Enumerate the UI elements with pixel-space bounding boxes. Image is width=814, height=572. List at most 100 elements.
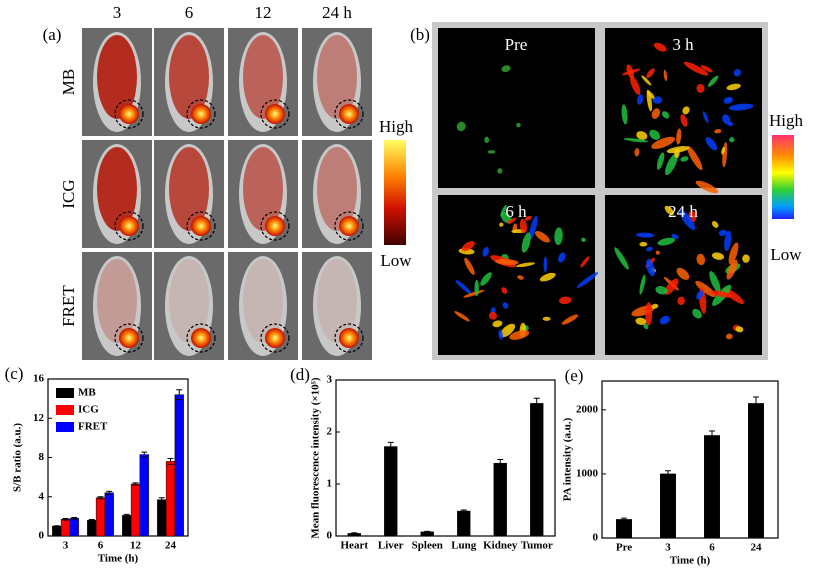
pa-image [438, 195, 595, 355]
column-label: 24 h [322, 3, 352, 22]
tumor-outline [260, 99, 290, 129]
pa-signal [539, 272, 556, 282]
pa-signal [718, 229, 728, 237]
bar [60, 519, 71, 537]
pa-signal [636, 94, 644, 105]
bar [457, 510, 471, 537]
x-tick-label: 3 [63, 540, 69, 552]
pa-signal [729, 137, 735, 143]
pa-signal [696, 83, 705, 93]
signal [243, 35, 283, 119]
pa-signal [559, 296, 572, 305]
pa-signal [657, 237, 676, 246]
legend-label: FRET [78, 421, 108, 433]
pa-signal [663, 69, 668, 82]
pa-signal [623, 138, 648, 143]
tumor [119, 104, 139, 124]
tumor-outline [186, 211, 216, 241]
scale-high: High [769, 111, 804, 130]
pa-signal [733, 68, 741, 77]
error-bar [106, 490, 113, 495]
row-label: MB [59, 69, 78, 95]
legend-swatch [56, 422, 74, 432]
pa-signal [639, 274, 646, 295]
bar [52, 525, 62, 537]
bar [165, 461, 176, 537]
x-tick-label: 6 [709, 542, 715, 554]
pa-signal [683, 61, 709, 76]
signal [317, 35, 357, 119]
error-bar [88, 519, 95, 522]
signal [97, 35, 137, 119]
error-bar [176, 389, 183, 401]
pa-signal [676, 267, 690, 280]
pa-signal [725, 333, 733, 340]
pa-signal [707, 75, 719, 87]
pa-signal [501, 287, 508, 294]
plot-frame [335, 379, 556, 537]
legend-swatch [56, 388, 74, 398]
panel-label: (a) [43, 25, 62, 44]
error-bar [141, 451, 148, 458]
error-bar [497, 459, 504, 468]
pa-signal [677, 296, 685, 306]
tile-label: Pre [505, 35, 528, 54]
pa-signal [614, 247, 629, 270]
x-tick-label: Kidney [483, 540, 518, 552]
legend-swatch [56, 405, 74, 415]
pa-signal [498, 329, 503, 340]
pa-signal [646, 68, 655, 79]
error-bar [158, 497, 165, 503]
signal [243, 259, 283, 343]
pa-signal [653, 42, 667, 52]
pa-signal [634, 148, 640, 157]
pa-signal [742, 254, 750, 263]
pa-signal [502, 302, 509, 309]
signal [169, 147, 209, 231]
tumor [191, 216, 211, 236]
bar [748, 403, 764, 539]
pa-signal [500, 212, 512, 224]
pa-signal [455, 280, 472, 295]
pa-signal [665, 153, 678, 176]
x-tick-label: 3 [665, 542, 671, 554]
x-tick-label: 6 [98, 540, 104, 552]
pa-signal [621, 104, 628, 125]
pa-signal [463, 289, 485, 298]
row-label: ICG [59, 179, 78, 208]
error-bar [71, 517, 78, 520]
pa-signal [636, 131, 648, 140]
tumor-outline [334, 99, 364, 129]
error-bar [97, 496, 104, 500]
pa-signal [735, 326, 744, 333]
pa-signal [524, 215, 532, 221]
pa-signal [651, 108, 661, 119]
pa-signal [726, 83, 741, 91]
pa-signal [680, 156, 689, 162]
bar [616, 519, 632, 539]
pa-signal [692, 308, 702, 319]
tumor [191, 328, 211, 348]
error-bar [621, 517, 627, 522]
pa-signal [487, 150, 496, 154]
panel-b: (b) Pre 3 h 6 h 24 h High Low [410, 22, 804, 360]
pa-signal [652, 96, 663, 104]
bar [104, 492, 114, 537]
x-tick-label: Lung [451, 540, 477, 552]
signal [317, 147, 357, 231]
tumor [119, 216, 139, 236]
pa-signal [682, 106, 690, 115]
column-label: 6 [185, 3, 194, 22]
pa-signal [528, 215, 538, 240]
pa-signal [646, 89, 653, 112]
color-scale [384, 140, 406, 245]
panel-label: (e) [565, 366, 584, 385]
pa-signal [482, 246, 489, 257]
bar [95, 497, 106, 537]
error-bar [123, 513, 130, 517]
pa-signal [655, 250, 661, 255]
tumor-outline [260, 211, 290, 241]
tumor [339, 328, 359, 348]
pa-signal [722, 114, 731, 125]
